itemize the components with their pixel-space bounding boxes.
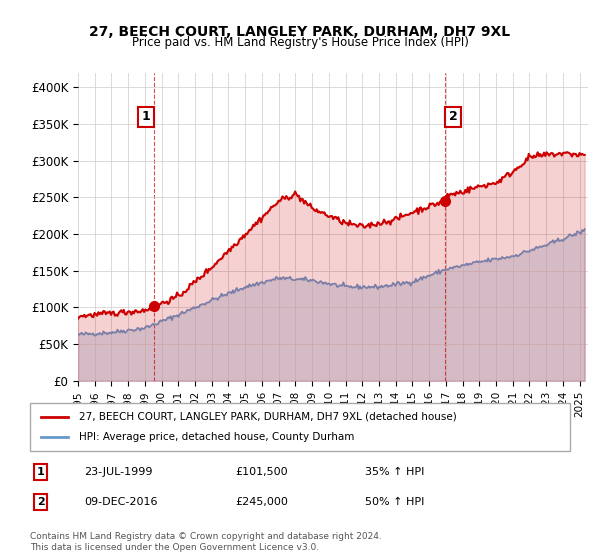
Text: £245,000: £245,000: [235, 497, 288, 507]
Text: 35% ↑ HPI: 35% ↑ HPI: [365, 467, 424, 477]
Text: 09-DEC-2016: 09-DEC-2016: [84, 497, 157, 507]
Text: Price paid vs. HM Land Registry's House Price Index (HPI): Price paid vs. HM Land Registry's House …: [131, 36, 469, 49]
Text: 27, BEECH COURT, LANGLEY PARK, DURHAM, DH7 9XL: 27, BEECH COURT, LANGLEY PARK, DURHAM, D…: [89, 25, 511, 39]
Text: 2: 2: [449, 110, 457, 123]
Text: 1: 1: [37, 467, 44, 477]
Text: 23-JUL-1999: 23-JUL-1999: [84, 467, 152, 477]
Text: £101,500: £101,500: [235, 467, 288, 477]
Text: Contains HM Land Registry data © Crown copyright and database right 2024.
This d: Contains HM Land Registry data © Crown c…: [30, 532, 382, 552]
FancyBboxPatch shape: [30, 403, 570, 451]
Text: 1: 1: [142, 110, 150, 123]
Text: HPI: Average price, detached house, County Durham: HPI: Average price, detached house, Coun…: [79, 432, 354, 442]
Text: 2: 2: [37, 497, 44, 507]
Text: 27, BEECH COURT, LANGLEY PARK, DURHAM, DH7 9XL (detached house): 27, BEECH COURT, LANGLEY PARK, DURHAM, D…: [79, 412, 457, 422]
Text: 50% ↑ HPI: 50% ↑ HPI: [365, 497, 424, 507]
